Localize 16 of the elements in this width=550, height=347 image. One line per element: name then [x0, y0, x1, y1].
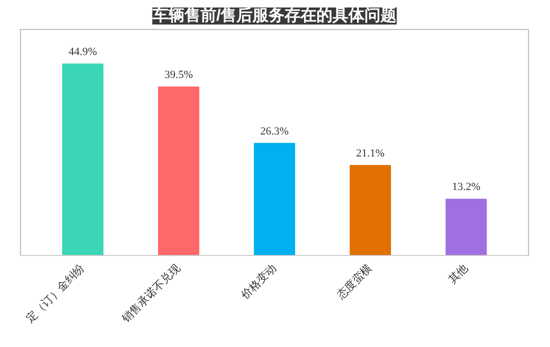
bar — [350, 164, 391, 256]
x-tick-label: 销售承诺不兑现 — [118, 262, 183, 326]
bar — [158, 86, 200, 256]
bar — [62, 63, 104, 256]
data-label: 26.3% — [260, 125, 289, 138]
x-tick-label: 其他 — [446, 262, 470, 286]
x-tick-label: 定（订）金纠纷 — [23, 262, 88, 326]
bar — [254, 142, 296, 256]
data-label: 44.9% — [68, 46, 98, 58]
x-tick-label: 态度蛮横 — [334, 262, 375, 303]
data-label: 21.1% — [356, 147, 385, 160]
chart-title: 车辆售前/售后服务存在的具体问题 — [151, 6, 397, 24]
data-label: 39.5% — [164, 69, 193, 82]
x-tick-label: 价格变动 — [238, 262, 279, 303]
bar — [446, 198, 487, 256]
data-label: 13.2% — [452, 181, 480, 194]
